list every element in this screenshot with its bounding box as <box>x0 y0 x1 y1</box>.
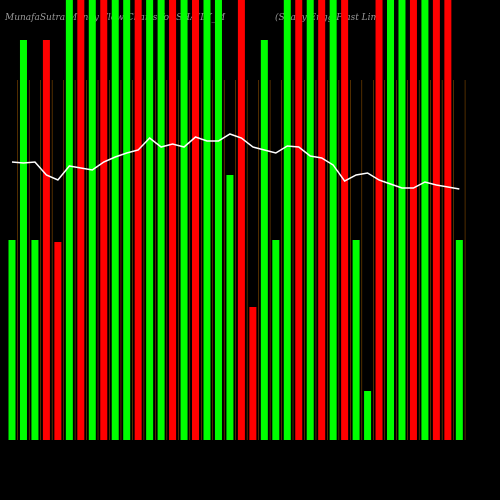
price-line <box>11 133 460 190</box>
bar <box>249 307 257 440</box>
bar <box>123 0 131 440</box>
bar <box>169 0 177 440</box>
bar <box>88 0 96 440</box>
bar <box>306 0 314 440</box>
bar <box>283 0 291 440</box>
bar <box>180 0 188 440</box>
bar <box>387 0 395 440</box>
bar <box>432 0 440 440</box>
bar <box>352 240 360 440</box>
bar <box>54 242 62 440</box>
bar <box>42 40 50 440</box>
bar <box>203 0 211 440</box>
bar <box>444 0 452 440</box>
bar <box>237 0 245 440</box>
bar <box>65 0 73 440</box>
bar <box>364 391 372 440</box>
bar <box>260 40 268 440</box>
bar <box>192 0 200 440</box>
bar <box>272 240 280 440</box>
bar <box>77 0 85 440</box>
bar <box>214 0 222 440</box>
bar <box>226 175 234 440</box>
bar <box>455 240 463 440</box>
bar <box>31 240 39 440</box>
bar <box>398 0 406 440</box>
bar <box>409 0 417 440</box>
bar <box>329 0 337 440</box>
bar <box>146 0 154 440</box>
bar <box>295 0 303 440</box>
bar <box>111 0 119 440</box>
bar <box>19 40 27 440</box>
chart-subtitle: (Shaily Engg Plast Lim) <box>275 12 383 23</box>
bar <box>134 0 142 440</box>
bar <box>157 0 165 440</box>
bar <box>341 0 349 440</box>
bar <box>318 0 326 440</box>
bar <box>100 0 108 440</box>
bar <box>421 0 429 440</box>
bar <box>375 0 383 440</box>
bar <box>8 240 16 440</box>
plot-area <box>8 0 466 440</box>
